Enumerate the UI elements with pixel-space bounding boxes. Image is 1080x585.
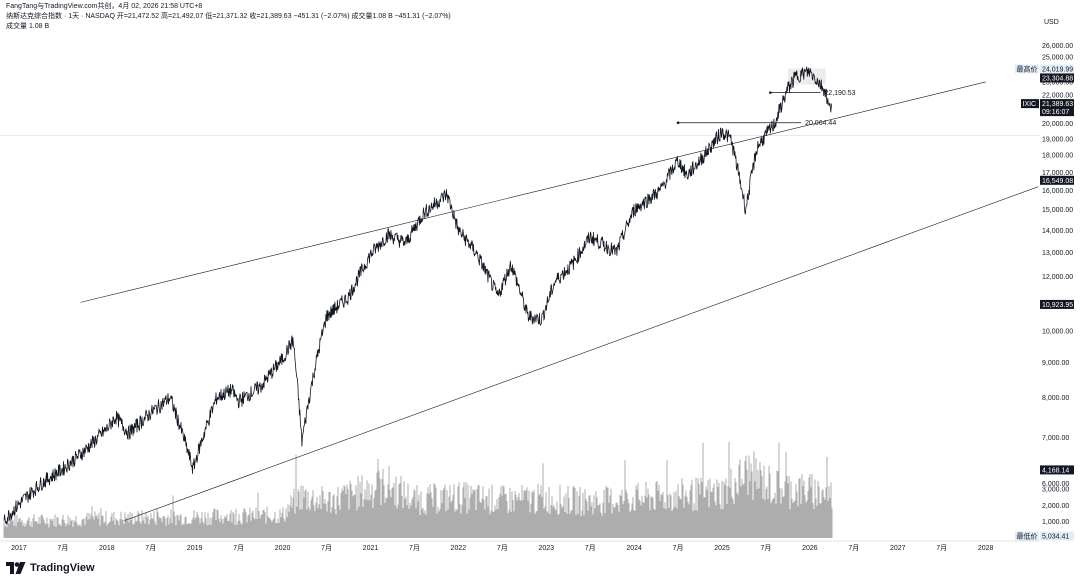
x-tick-label: 7月 — [673, 544, 684, 552]
x-tick-label: 2028 — [978, 545, 994, 552]
price-tag-value: 4,168.14 — [1042, 467, 1069, 474]
price-tag-label: 最高价 — [1017, 64, 1038, 73]
price-tag-box — [1040, 64, 1074, 74]
price-tag-value: 10,923.95 — [1042, 302, 1073, 309]
volume-tick-label: 1,000.00 — [1042, 519, 1069, 526]
symbol-info-line: 纳斯达克综合指数 · 1天 · NASDAQ 开=21,472.52 高=21,… — [6, 13, 451, 20]
y-tick-label: 19,000.00 — [1042, 137, 1073, 144]
x-tick-label: 7月 — [145, 544, 156, 552]
channel-lower-line — [124, 186, 1039, 521]
price-tag-label-box — [1015, 531, 1039, 541]
price-tag-box — [1040, 299, 1074, 309]
y-tick-label: 14,000.00 — [1042, 228, 1073, 235]
price-tag-label: 最低价 — [1017, 531, 1038, 540]
x-tick-label: 2021 — [363, 545, 379, 552]
y-tick-label: 7,000.00 — [1042, 435, 1069, 442]
y-tick-label: 18,000.00 — [1042, 153, 1073, 160]
volume-tick-label: 3,000.00 — [1042, 487, 1069, 494]
x-tick-label: 7月 — [760, 544, 771, 552]
x-tick-label: 2025 — [714, 545, 730, 552]
price-tag-value: 5,034.41 — [1042, 533, 1069, 540]
x-tick-label: 2018 — [99, 545, 115, 552]
price-tag-label-box — [1021, 99, 1039, 109]
x-tick-label: 2022 — [451, 545, 467, 552]
price-tag-value: 16,549.08 — [1042, 178, 1073, 185]
price-tag-value: 21,389.63 — [1042, 101, 1073, 108]
y-tick-label: 20,000.00 — [1042, 121, 1073, 128]
x-tick-label: 2020 — [275, 545, 291, 552]
x-tick-label: 7月 — [409, 544, 420, 552]
x-tick-label: 2027 — [890, 545, 906, 552]
y-tick-label: 26,000.00 — [1042, 43, 1073, 50]
y-tick-label: 15,000.00 — [1042, 207, 1073, 214]
y-tick-label: 10,000.00 — [1042, 328, 1073, 335]
volume-info-line: 成交量 1.08 B — [6, 23, 50, 30]
price-tag-box — [1040, 465, 1074, 475]
price-tag-time: 09:16:07 — [1042, 109, 1069, 116]
y-tick-label: 16,000.00 — [1042, 188, 1073, 195]
x-tick-label: 7月 — [848, 544, 859, 552]
y-tick-label: 9,000.00 — [1042, 360, 1069, 367]
level-label: 20,064.44 — [805, 120, 836, 127]
channel-upper-line — [80, 81, 986, 303]
y-tick-label: 17,000.00 — [1042, 170, 1073, 177]
y-tick-label: 6,000.00 — [1042, 481, 1069, 488]
level-anchor-dot — [769, 91, 772, 94]
price-tag-value: 24,019.99 — [1042, 66, 1073, 73]
logo-text: TradingView — [30, 562, 95, 574]
chart-header: FangTang与TradingView.com共创，4月 02, 2026 2… — [6, 2, 451, 32]
price-tag-label: IXIC — [1023, 101, 1037, 108]
x-tick-label: 2024 — [626, 545, 642, 552]
y-tick-label: 23,000.00 — [1042, 79, 1073, 86]
x-tick-label: 7月 — [233, 544, 244, 552]
price-tag-box — [1040, 175, 1074, 185]
x-tick-label: 7月 — [57, 544, 68, 552]
volume-tick-label: 2,000.00 — [1042, 503, 1069, 510]
x-tick-label: 7月 — [936, 544, 947, 552]
y-tick-label: 22,000.00 — [1042, 93, 1073, 100]
y-tick-label: 8,000.00 — [1042, 395, 1069, 402]
tv-logo-icon — [6, 562, 26, 574]
x-tick-label: 2026 — [802, 545, 818, 552]
level-label: 22,190.53 — [824, 90, 855, 97]
attribution-line: FangTang与TradingView.com共创，4月 02, 2026 2… — [6, 3, 203, 10]
x-tick-label: 7月 — [585, 544, 596, 552]
x-tick-label: 2019 — [187, 545, 203, 552]
level-anchor-dot — [676, 121, 680, 125]
x-tick-label: 2023 — [538, 545, 554, 552]
highlight-zone — [787, 68, 826, 85]
price-tag-box — [1040, 99, 1074, 117]
y-tick-label: 13,000.00 — [1042, 250, 1073, 257]
price-tag-box — [1040, 531, 1074, 541]
y-tick-label: 12,000.00 — [1042, 274, 1073, 281]
price-line — [3, 66, 833, 525]
x-tick-label: 7月 — [497, 544, 508, 552]
price-tag-label-box — [1015, 64, 1039, 74]
x-tick-label: 7月 — [321, 544, 332, 552]
x-tick-label: 2017 — [11, 545, 27, 552]
price-tag-box — [1040, 73, 1074, 83]
price-tag-value: 23,304.88 — [1042, 75, 1073, 82]
volume-bars — [3, 441, 833, 538]
tradingview-logo[interactable]: TradingView — [6, 562, 95, 574]
y-tick-label: 25,000.00 — [1042, 55, 1073, 62]
currency-label: USD — [1044, 19, 1059, 26]
